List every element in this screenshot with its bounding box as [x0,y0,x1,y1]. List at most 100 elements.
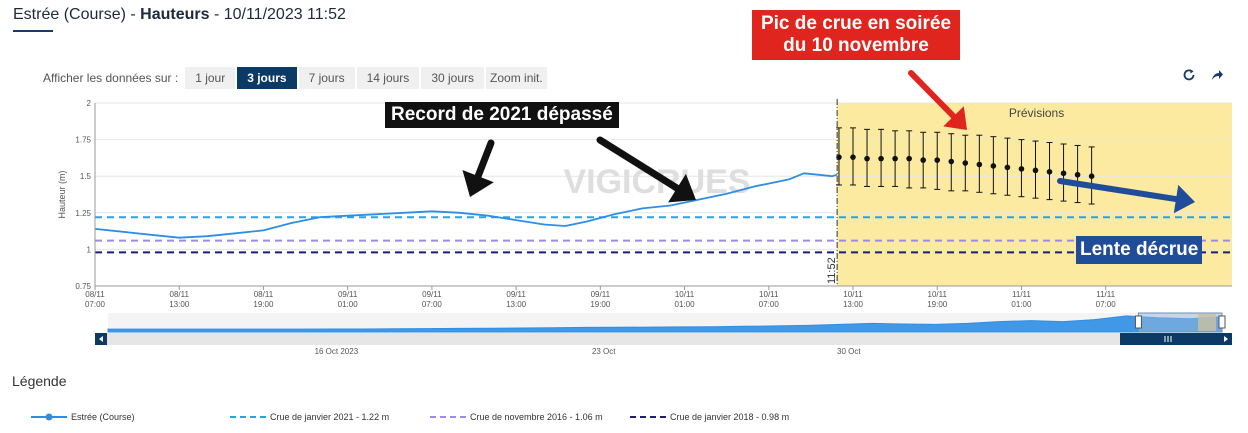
title-underline [13,30,53,32]
arrow-pic-head [943,106,967,130]
forecast-point [1088,173,1095,179]
annotation-record: Record de 2021 dépassé [385,102,619,128]
arrow-record-left-head [462,170,494,197]
forecast-point [1004,164,1011,171]
navigator-date-label: 23 Oct [592,347,616,356]
forecast-point [962,160,969,166]
x-tick-label-time: 01:00 [1011,300,1032,309]
navigator-date-label: 16 Oct 2023 [315,347,359,356]
arrow-record-left-shaft [474,139,495,180]
x-tick-label-time: 19:00 [253,300,274,309]
y-tick-label: 1.5 [80,172,92,181]
arrow-decrue-shaft [1057,178,1180,203]
page-title: Estrée (Course) - Hauteurs - 10/11/2023 … [13,6,346,24]
arrow-pic-shaft [908,70,957,120]
legend-label-crue-2021: Crue de janvier 2021 - 1.22 m [270,412,390,422]
x-tick-label-date: 09/11 [422,290,442,299]
forecast-point [976,161,983,168]
title-datetime: 10/11/2023 11:52 [223,6,346,23]
x-tick-label-time: 07:00 [422,300,443,309]
forecast-point [1074,171,1081,178]
watermark: VIGICRUES [563,163,750,201]
x-tick-label-time: 07:00 [85,300,106,309]
scroll-right-icon [1224,336,1228,342]
x-tick-label-time: 07:00 [759,300,780,309]
title-separator: - [209,6,224,23]
legend-swatch-series [31,413,67,421]
forecast-point [934,157,941,163]
x-tick-label-time: 13:00 [506,300,527,309]
y-tick-label: 0.75 [75,282,91,291]
legend-label-crue-2016: Crue de novembre 2016 - 1.06 m [470,412,603,422]
forecast-point [1032,167,1039,174]
range-30-days-button[interactable]: 30 jours [421,67,485,89]
series-line-estree [94,172,838,239]
x-tick-label-date: 08/11 [254,290,274,299]
x-tick-label-date: 11/11 [1012,290,1031,299]
share-arrow-icon[interactable] [1210,68,1224,82]
forecast-point [1018,166,1025,172]
annotation-pic-line2: du 10 novembre [783,35,929,56]
forecast-point [864,155,870,162]
x-tick-label-date: 10/11 [675,290,695,299]
forecast-point [878,155,884,162]
x-tick-label-time: 01:00 [338,300,359,309]
range-label: Afficher les données sur : [43,71,179,85]
forecast-point [906,155,912,162]
range-3-days-button[interactable]: 3 jours [237,67,297,89]
scroll-left-icon [99,336,103,342]
legend-title: Légende [12,373,67,389]
zoom-reset-button[interactable]: Zoom init. [486,67,547,89]
legend-swatch-crue-2018 [630,416,666,418]
navigator-handle-right [1218,315,1226,329]
scrollbar-left-button [95,333,107,345]
x-tick-label-date: 08/11 [170,290,190,299]
scrollbar-thumb [1120,333,1220,345]
legend-label-series: Estrée (Course) [71,412,135,422]
annotation-decrue: Lente décrue [1076,236,1203,264]
title-separator: - [125,6,141,23]
forecast-point [1046,169,1053,175]
scrollbar-track [95,333,1232,345]
legend-item-crue-2021[interactable]: Crue de janvier 2021 - 1.22 m [230,412,389,422]
x-tick-label-date: 10/11 [928,290,948,299]
y-tick-label: 2 [87,99,92,108]
legend-item-crue-2016[interactable]: Crue de novembre 2016 - 1.06 m [430,412,603,422]
x-tick-label-time: 01:00 [675,300,696,309]
arrow-record-right-shaft [596,136,681,192]
y-axis-title: Hauteur (m) [57,170,67,218]
navigator-date-label: 30 Oct [837,347,861,356]
range-7-days-button[interactable]: 7 jours [298,67,355,89]
range-1-day-button[interactable]: 1 jour [185,67,236,89]
forecast-point [948,158,955,165]
scrollbar-right-button [1220,333,1232,345]
x-tick-label-date: 09/11 [591,290,611,299]
x-tick-label-date: 11/11 [1096,290,1115,299]
annotation-pic: Pic de crue en soirée du 10 novembre [752,10,960,60]
legend-swatch-crue-2016 [430,416,466,418]
legend-item-series[interactable]: Estrée (Course) [31,412,135,422]
legend-item-crue-2018[interactable]: Crue de janvier 2018 - 0.98 m [630,412,789,422]
arrow-decrue-head [1173,184,1195,214]
forecast-point [850,154,856,160]
legend-label-crue-2018: Crue de janvier 2018 - 0.98 m [670,412,790,422]
station-name: Estrée (Course) [13,6,126,23]
forecast-point [990,163,997,169]
range-14-days-button[interactable]: 14 jours [356,67,420,89]
refresh-icon[interactable] [1182,68,1196,82]
navigator-forecast-segment [1198,314,1216,331]
x-tick-label-time: 07:00 [1096,300,1117,309]
x-tick-label-date: 09/11 [506,290,526,299]
x-tick-label-time: 13:00 [843,300,864,309]
now-label: 11:52 [826,257,838,284]
x-tick-label-time: 19:00 [927,300,948,309]
x-tick-label-date: 10/11 [843,290,863,299]
navigator-handle-left [1134,315,1142,329]
x-tick-label-date: 10/11 [759,290,779,299]
y-tick-label: 1.25 [75,209,91,218]
y-tick-label: 1 [87,245,92,254]
legend-swatch-crue-2021 [230,416,266,418]
arrow-record-right-head [668,173,696,203]
forecast-point [836,154,842,160]
